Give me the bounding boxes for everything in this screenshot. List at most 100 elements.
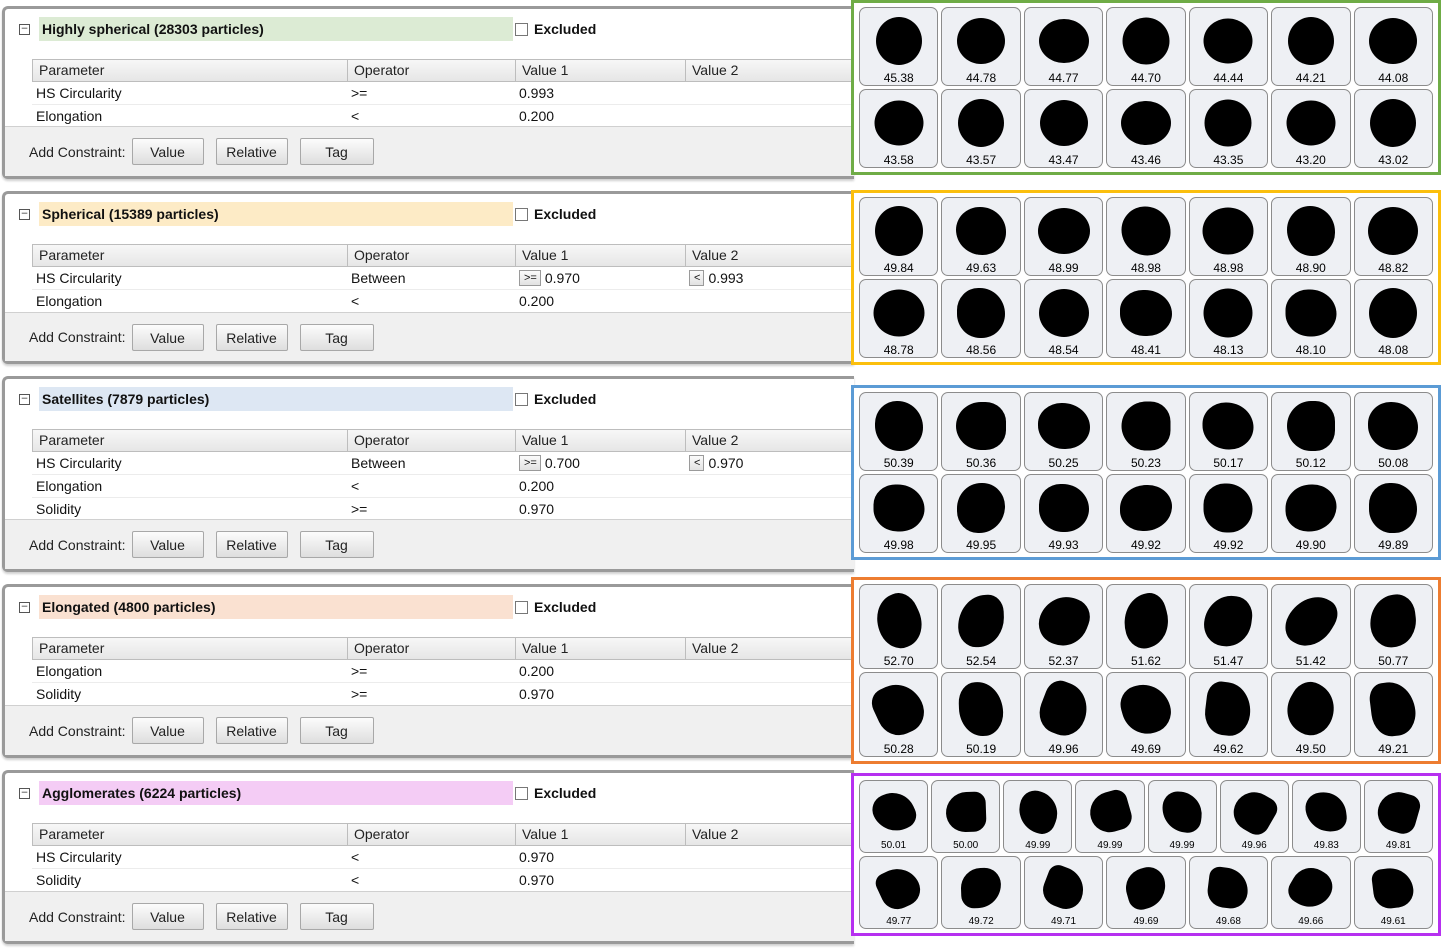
particle-thumbnail[interactable]: 49.69: [1106, 672, 1186, 757]
particle-thumbnail[interactable]: 49.68: [1188, 856, 1269, 929]
particle-thumbnail[interactable]: 49.96: [1219, 780, 1289, 853]
particle-thumbnail[interactable]: 49.99: [1075, 780, 1145, 853]
col-operator[interactable]: Operator: [348, 60, 516, 81]
checkbox-icon[interactable]: [515, 600, 528, 614]
col-parameter[interactable]: Parameter: [33, 638, 348, 659]
particle-thumbnail[interactable]: 49.61: [1353, 856, 1433, 929]
constraint-row[interactable]: HS Circularity <0.970: [32, 846, 854, 869]
operator-cell[interactable]: >=: [351, 686, 368, 702]
collapse-icon[interactable]: −: [19, 23, 30, 35]
particle-thumbnail[interactable]: 45.38: [859, 7, 939, 86]
particle-thumbnail[interactable]: 50.17: [1188, 392, 1269, 471]
add-tag-button[interactable]: Tag: [299, 323, 374, 351]
add-value-button[interactable]: Value: [131, 903, 204, 930]
particle-thumbnail[interactable]: 49.81: [1363, 780, 1433, 853]
constraint-row[interactable]: Elongation <0.200: [32, 105, 854, 128]
excluded-checkbox[interactable]: Excluded: [515, 785, 596, 801]
particle-thumbnail[interactable]: 51.42: [1271, 584, 1351, 669]
particle-thumbnail[interactable]: 48.90: [1271, 197, 1351, 276]
value1-cell[interactable]: 0.993: [515, 85, 685, 101]
add-relative-button[interactable]: Relative: [215, 138, 288, 165]
excluded-checkbox[interactable]: Excluded: [515, 206, 596, 222]
col-parameter[interactable]: Parameter: [33, 60, 348, 81]
value1-cell[interactable]: 0.200: [515, 293, 685, 309]
col-value1[interactable]: Value 1: [516, 60, 686, 81]
add-value-button[interactable]: Value: [131, 138, 204, 165]
particle-thumbnail[interactable]: 44.70: [1106, 7, 1186, 86]
particle-thumbnail[interactable]: 50.08: [1353, 392, 1433, 471]
col-parameter[interactable]: Parameter: [33, 430, 348, 451]
value1-cell[interactable]: 0.200: [515, 663, 685, 679]
operator-cell[interactable]: <: [351, 293, 360, 309]
particle-thumbnail[interactable]: 51.62: [1106, 584, 1186, 669]
add-relative-button[interactable]: Relative: [215, 717, 288, 744]
particle-thumbnail[interactable]: 44.78: [941, 7, 1021, 86]
particle-thumbnail[interactable]: 43.58: [859, 89, 939, 168]
particle-thumbnail[interactable]: 49.69: [1106, 856, 1186, 929]
collapse-icon[interactable]: −: [19, 393, 30, 405]
add-value-button[interactable]: Value: [131, 323, 204, 351]
col-value1[interactable]: Value 1: [516, 638, 686, 659]
constraint-row[interactable]: Solidity >= 0.970: [32, 498, 854, 521]
particle-thumbnail[interactable]: 48.78: [859, 279, 939, 358]
add-tag-button[interactable]: Tag: [299, 903, 374, 930]
excluded-checkbox[interactable]: Excluded: [515, 21, 596, 37]
value2-cell[interactable]: <0.970: [685, 455, 854, 471]
particle-thumbnail[interactable]: 52.54: [941, 584, 1021, 669]
collapse-icon[interactable]: −: [19, 208, 30, 220]
col-value2[interactable]: Value 2: [686, 245, 854, 266]
particle-thumbnail[interactable]: 52.70: [859, 584, 939, 669]
value1-cell[interactable]: 0.970: [515, 849, 685, 865]
particle-thumbnail[interactable]: 49.99: [1147, 780, 1217, 853]
value1-cell[interactable]: 0.970: [515, 686, 685, 702]
particle-thumbnail[interactable]: 50.39: [859, 392, 939, 471]
particle-thumbnail[interactable]: 44.08: [1353, 7, 1433, 86]
particle-thumbnail[interactable]: 48.54: [1023, 279, 1104, 358]
constraint-row[interactable]: HS Circularity Between >= 0.970 <0.993: [32, 267, 854, 290]
operator-cell[interactable]: <: [351, 108, 360, 124]
particle-thumbnail[interactable]: 44.21: [1271, 7, 1351, 86]
operator-cell[interactable]: >=: [351, 85, 368, 101]
particle-thumbnail[interactable]: 49.71: [1023, 856, 1104, 929]
particle-thumbnail[interactable]: 43.46: [1106, 89, 1186, 168]
particle-thumbnail[interactable]: 49.89: [1353, 474, 1433, 553]
particle-thumbnail[interactable]: 48.82: [1353, 197, 1433, 276]
particle-thumbnail[interactable]: 49.95: [941, 474, 1021, 553]
checkbox-icon[interactable]: [515, 786, 528, 800]
particle-thumbnail[interactable]: 49.62: [1188, 672, 1269, 757]
operator-cell[interactable]: Between: [351, 455, 406, 471]
particle-thumbnail[interactable]: 49.84: [859, 197, 939, 276]
col-operator[interactable]: Operator: [348, 430, 516, 451]
collapse-icon[interactable]: −: [19, 601, 30, 613]
value1-cell[interactable]: 0.200: [515, 108, 685, 124]
particle-thumbnail[interactable]: 49.50: [1271, 672, 1351, 757]
particle-thumbnail[interactable]: 49.93: [1023, 474, 1104, 553]
col-operator[interactable]: Operator: [348, 824, 516, 845]
particle-thumbnail[interactable]: 48.10: [1271, 279, 1351, 358]
constraint-row[interactable]: Solidity <0.970: [32, 869, 854, 892]
particle-thumbnail[interactable]: 50.77: [1353, 584, 1433, 669]
add-tag-button[interactable]: Tag: [299, 138, 374, 165]
particle-thumbnail[interactable]: 49.21: [1353, 672, 1433, 757]
particle-thumbnail[interactable]: 48.98: [1188, 197, 1269, 276]
particle-thumbnail[interactable]: 43.02: [1353, 89, 1433, 168]
particle-thumbnail[interactable]: 43.20: [1271, 89, 1351, 168]
particle-thumbnail[interactable]: 49.72: [941, 856, 1021, 929]
particle-thumbnail[interactable]: 49.92: [1188, 474, 1269, 553]
particle-thumbnail[interactable]: 49.99: [1003, 780, 1073, 853]
col-value2[interactable]: Value 2: [686, 638, 854, 659]
particle-thumbnail[interactable]: 44.44: [1188, 7, 1269, 86]
value1-cell[interactable]: >= 0.970: [515, 270, 685, 286]
particle-thumbnail[interactable]: 50.19: [941, 672, 1021, 757]
col-operator[interactable]: Operator: [348, 245, 516, 266]
particle-thumbnail[interactable]: 49.66: [1271, 856, 1351, 929]
add-relative-button[interactable]: Relative: [215, 903, 288, 930]
add-tag-button[interactable]: Tag: [299, 717, 374, 744]
operator-cell[interactable]: <: [351, 478, 360, 494]
particle-thumbnail[interactable]: 48.56: [941, 279, 1021, 358]
col-parameter[interactable]: Parameter: [33, 245, 348, 266]
value-operator-button[interactable]: >=: [519, 270, 541, 286]
particle-thumbnail[interactable]: 43.47: [1023, 89, 1104, 168]
col-value1[interactable]: Value 1: [516, 430, 686, 451]
particle-thumbnail[interactable]: 49.63: [941, 197, 1021, 276]
